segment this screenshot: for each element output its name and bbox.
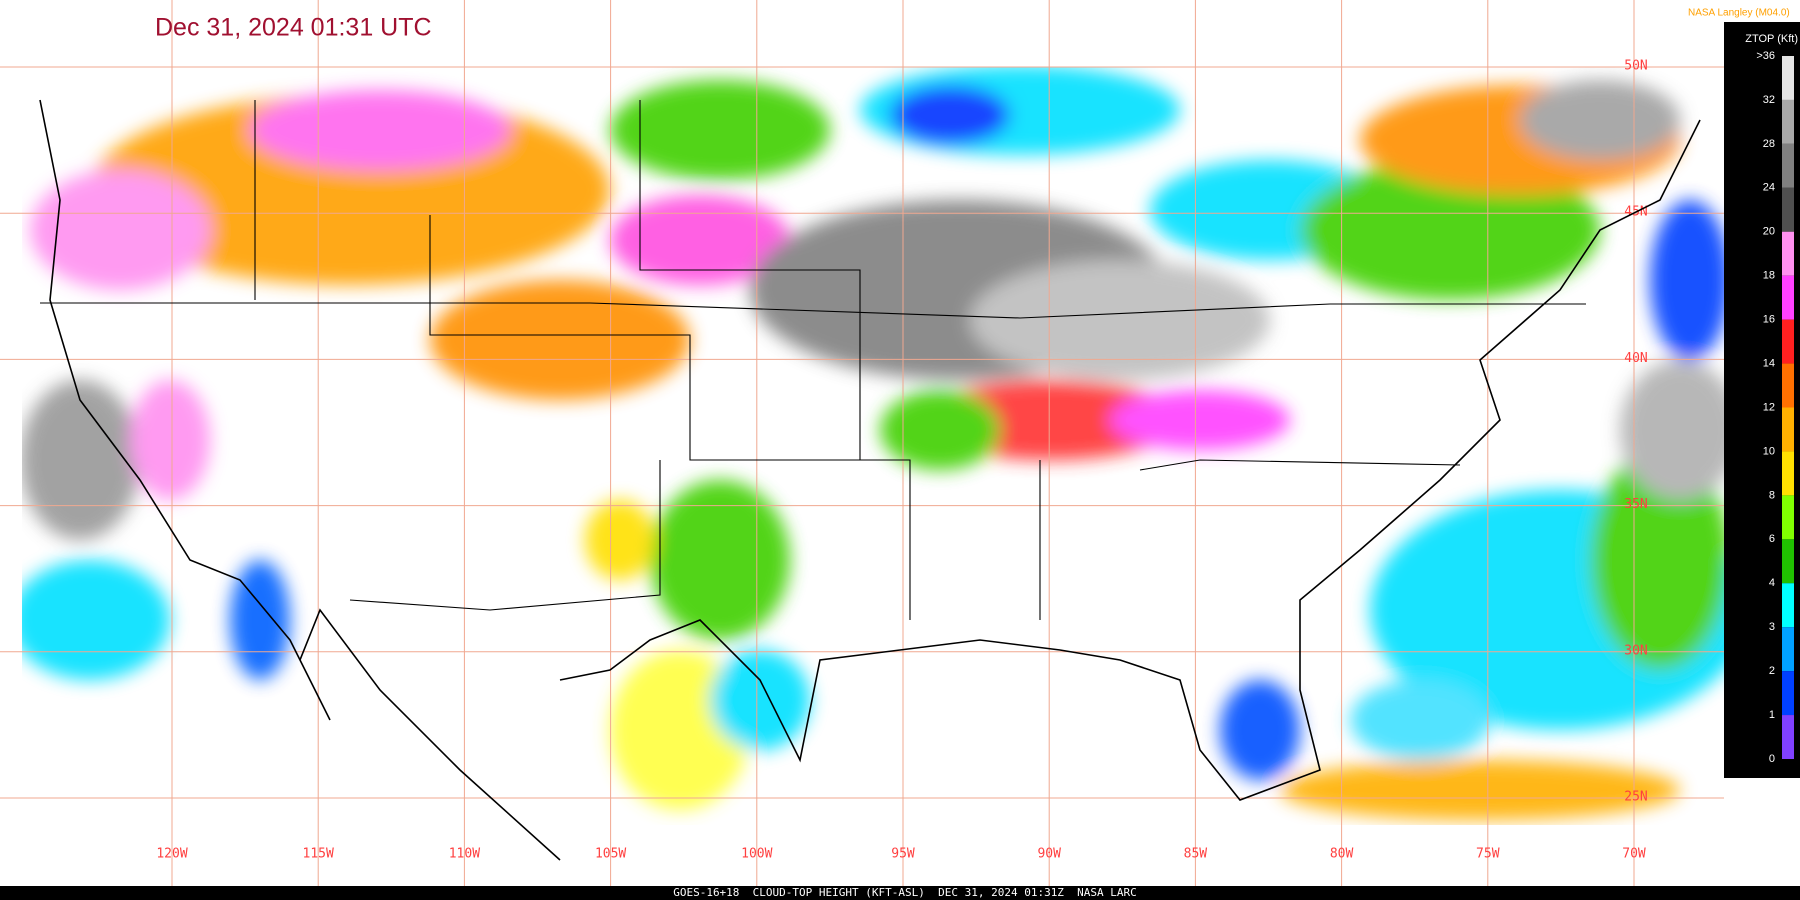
cloud-patch [1220, 680, 1300, 780]
legend-tick-label: 4 [1769, 577, 1775, 589]
legend-tick-label: >36 [1756, 50, 1775, 62]
legend-tick-label: 0 [1769, 753, 1775, 765]
cloud-patch [1110, 390, 1290, 450]
graticule: 120W 115W 110W 105W 100W 95W 90W 85W 80W 75W 70W 50… [0, 0, 1724, 886]
legend-tick-label: 12 [1763, 401, 1775, 413]
longitude-label: 105W [595, 847, 626, 862]
longitude-label: 95W [891, 847, 915, 862]
legend-swatch [1782, 187, 1794, 232]
cloud-patch [230, 560, 290, 680]
legend-tick-label: 3 [1769, 621, 1775, 633]
legend-tick-label: 2 [1769, 665, 1775, 677]
legend-swatch [1782, 715, 1794, 759]
legend-swatch [1782, 539, 1794, 584]
latitude-label: 35N [1624, 497, 1647, 512]
cloud-patch [890, 85, 1010, 145]
legend-swatch [1782, 56, 1794, 100]
cloud-patch [710, 650, 810, 750]
legend-swatch [1782, 583, 1794, 628]
cloud-patch [1350, 680, 1490, 760]
cloud-patch [22, 380, 140, 540]
legend-swatch [1782, 231, 1794, 276]
legend-tick-label: 14 [1763, 357, 1775, 369]
cloud-patch [430, 280, 690, 400]
cloud-patch [880, 390, 1000, 470]
legend-swatch [1782, 143, 1794, 188]
longitude-label: 75W [1476, 847, 1500, 862]
cloud-patch [1280, 760, 1680, 820]
legend-tick-label: 28 [1763, 138, 1775, 150]
longitude-label: 110W [449, 847, 480, 862]
latitude-label: 40N [1624, 351, 1647, 366]
legend-swatch [1782, 319, 1794, 364]
legend-swatch [1782, 99, 1794, 144]
latitude-label: 50N [1624, 59, 1647, 74]
longitude-label: 100W [741, 847, 772, 862]
legend-swatch [1782, 495, 1794, 540]
latitude-label: 30N [1624, 643, 1647, 658]
cloud-patch [1300, 160, 1600, 300]
legend-swatch [1782, 407, 1794, 452]
longitude-label: 90W [1037, 847, 1061, 862]
credit: NASA Langley (M04.0) [1688, 8, 1790, 19]
legend-tick-label: 1 [1769, 709, 1775, 721]
map-title: Dec 31, 2024 01:31 UTC [155, 14, 432, 42]
cloud-patch [585, 500, 655, 580]
cloud-patch [1520, 80, 1680, 160]
legend-swatch [1782, 275, 1794, 320]
state-borders [40, 100, 1586, 620]
legend-title: ZTOP (Kft) [1745, 33, 1798, 45]
cloud-patch [610, 80, 830, 180]
legend-swatch [1782, 363, 1794, 408]
latitude-label: 25N [1624, 790, 1647, 805]
longitude-label: 120W [156, 847, 187, 862]
cloud-patch [130, 380, 210, 500]
legend-tick-label: 24 [1763, 182, 1775, 194]
cloud-patch [250, 90, 510, 170]
longitude-label: 80W [1330, 847, 1354, 862]
longitude-label: 70W [1622, 847, 1646, 862]
legend-swatch [1782, 671, 1794, 716]
legend-tick-label: 16 [1763, 314, 1775, 326]
cloud-patch [1650, 200, 1724, 360]
legend-tick-label: 20 [1763, 226, 1775, 238]
legend-tick-label: 18 [1763, 270, 1775, 282]
legend-swatch [1782, 627, 1794, 672]
legend-tick-label: 6 [1769, 533, 1775, 545]
cloud-patch [970, 260, 1270, 380]
legend-swatch [1782, 451, 1794, 496]
cloud-patch [650, 480, 790, 640]
cloud-patch [1620, 360, 1724, 500]
longitude-label: 115W [303, 847, 334, 862]
footer-bar [0, 886, 1800, 900]
cloud-patch [22, 560, 170, 680]
cloud-patch [1590, 450, 1724, 670]
longitude-label: 85W [1184, 847, 1208, 862]
cloud-layer [22, 67, 1724, 820]
legend-tick-label: 8 [1769, 489, 1775, 501]
legend-tick-label: 32 [1763, 94, 1775, 106]
coastline [39, 99, 1701, 861]
footer-caption: GOES-16+18 CLOUD-TOP HEIGHT (KFT-ASL) DE… [673, 886, 1137, 899]
cloud-patch [30, 170, 210, 290]
legend-tick-label: 10 [1763, 445, 1775, 457]
cloud-patch [610, 195, 790, 285]
